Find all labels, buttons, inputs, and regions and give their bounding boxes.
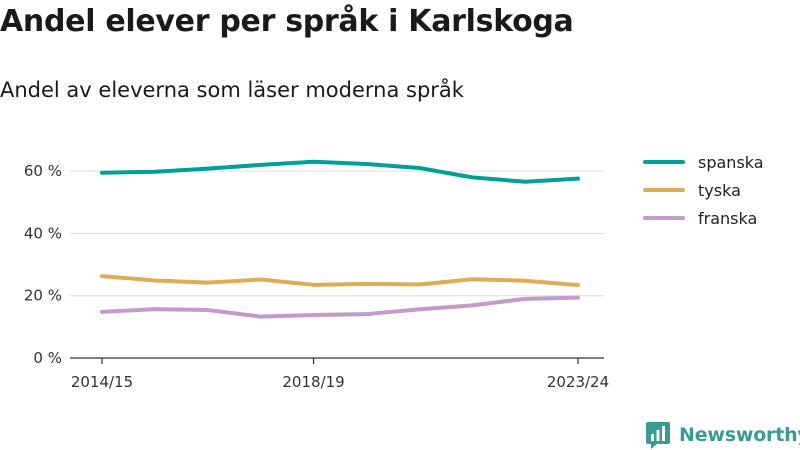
gridlines bbox=[70, 170, 604, 297]
chart-subtitle: Andel av eleverna som läser moderna språ… bbox=[0, 78, 464, 102]
series-line-tyska bbox=[100, 274, 580, 288]
legend-swatch bbox=[643, 188, 685, 192]
x-tick-label: 2023/24 bbox=[547, 373, 609, 391]
series-line-franska bbox=[100, 295, 580, 319]
legend-item-tyska: tyska bbox=[643, 176, 764, 204]
x-tick-label: 2014/15 bbox=[71, 373, 133, 391]
newsworthy-logo-icon bbox=[646, 422, 670, 449]
legend-label: spanska bbox=[698, 152, 764, 172]
y-tick-label: 0 % bbox=[33, 349, 62, 367]
y-tick-label: 20 % bbox=[24, 287, 62, 305]
chart-title: Andel elever per språk i Karlskoga bbox=[0, 4, 574, 39]
y-axis: 0 % 20 % 40 % 60 % bbox=[24, 162, 62, 367]
x-axis: 2014/15 2018/19 2023/24 bbox=[70, 357, 609, 391]
series-line-spanska bbox=[100, 159, 580, 184]
legend-item-franska: franska bbox=[643, 204, 764, 232]
brand-logo: Newsworthy bbox=[645, 420, 800, 450]
legend-label: tyska bbox=[698, 180, 741, 200]
series-lines bbox=[100, 159, 580, 319]
legend-swatch bbox=[643, 160, 685, 164]
legend: spanska tyska franska bbox=[643, 148, 764, 232]
brand-name: Newsworthy bbox=[679, 424, 800, 446]
y-tick-label: 60 % bbox=[24, 162, 62, 180]
legend-swatch bbox=[643, 216, 685, 220]
legend-label: franska bbox=[698, 208, 758, 228]
x-tick-label: 2018/19 bbox=[282, 373, 344, 391]
legend-item-spanska: spanska bbox=[643, 148, 764, 176]
y-tick-label: 40 % bbox=[24, 224, 62, 242]
